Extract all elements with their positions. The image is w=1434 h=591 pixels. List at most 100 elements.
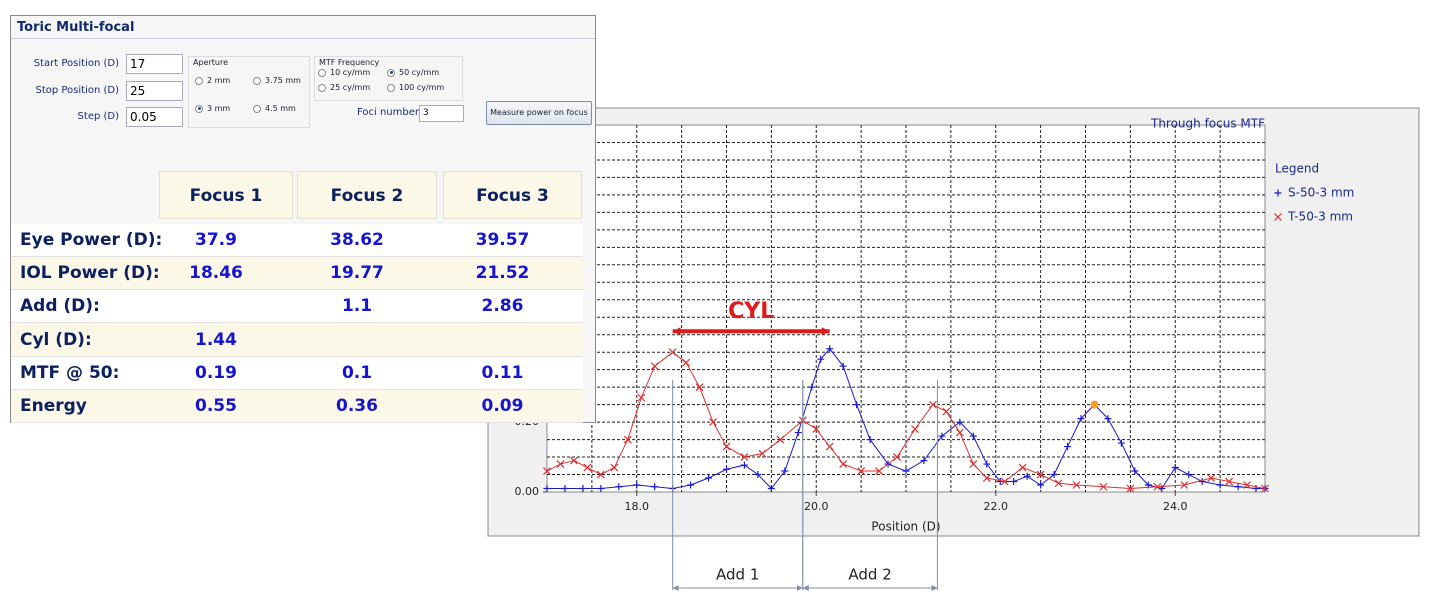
data-point	[543, 485, 551, 493]
radio-option[interactable]: 4.5 mm	[253, 104, 296, 113]
table-row: Cyl (D): 1.44	[11, 323, 583, 357]
data-point	[1054, 479, 1063, 488]
legend-title: Legend	[1275, 162, 1319, 176]
column-header: Focus 2	[297, 171, 437, 219]
table-row: Eye Power (D): 37.9 38.62 39.57	[11, 224, 583, 257]
radio[interactable]	[253, 104, 261, 113]
data-point	[942, 407, 951, 416]
data-point	[1018, 463, 1027, 472]
step-input[interactable]: 0.05	[126, 107, 183, 127]
data-point	[920, 457, 928, 465]
data-point	[705, 474, 713, 482]
cell-value: 1.44	[195, 329, 237, 350]
field-label: Start Position (D)	[33, 58, 119, 69]
data-point	[1050, 471, 1058, 479]
radio[interactable]	[318, 83, 326, 92]
data-point	[1000, 477, 1009, 486]
data-point	[955, 428, 964, 437]
legend-label: S-50-3 mm	[1288, 186, 1354, 200]
data-point	[853, 401, 861, 409]
data-point	[808, 383, 816, 391]
cell-value: 0.19	[195, 362, 237, 383]
data-point	[615, 483, 623, 491]
data-point	[812, 425, 821, 434]
radio[interactable]	[387, 68, 395, 77]
radio[interactable]	[253, 76, 261, 85]
data-point	[570, 456, 578, 465]
radio-option[interactable]: 10 cy/mm	[318, 68, 370, 77]
cell-value: 19.77	[330, 263, 384, 284]
foci-input[interactable]: 3	[419, 105, 464, 122]
add-label: Add 2	[848, 566, 891, 584]
radio-option[interactable]: 2 mm	[195, 76, 230, 85]
data-point	[1072, 481, 1081, 489]
data-point	[902, 467, 910, 475]
data-point	[1243, 481, 1251, 489]
data-point	[817, 355, 825, 363]
measure-button[interactable]: Measure power on focus	[486, 101, 592, 125]
data-point	[709, 418, 717, 427]
data-point	[866, 436, 874, 444]
cell-value: 38.62	[330, 230, 384, 250]
data-point	[938, 432, 946, 440]
data-point	[983, 460, 991, 468]
radio[interactable]	[195, 76, 203, 85]
cell-value: 37.9	[195, 230, 237, 250]
data-point	[1117, 439, 1125, 447]
group-title: Aperture	[193, 58, 229, 67]
data-point	[754, 471, 762, 479]
data-point	[1185, 471, 1193, 479]
cell-value: 0.09	[481, 396, 524, 416]
data-point	[1207, 474, 1216, 482]
data-point	[633, 481, 641, 489]
data-point	[723, 465, 730, 473]
radio[interactable]	[318, 68, 326, 77]
cyl-label: CYL	[728, 299, 774, 324]
radio[interactable]	[387, 83, 395, 92]
radio-option[interactable]: 3 mm	[195, 104, 230, 113]
stop-input[interactable]: 25	[126, 81, 183, 101]
cell-value: 21.52	[475, 263, 530, 284]
table-row: Energy 0.55 0.36 0.09	[11, 390, 583, 423]
data-point	[722, 442, 731, 451]
data-point	[583, 463, 592, 472]
table-row: MTF @ 50: 0.19 0.1 0.11	[11, 356, 583, 390]
cell-value: 1.1	[341, 296, 373, 317]
table-row: Add (D): 1.1 2.86	[11, 290, 583, 324]
radio-option[interactable]: 25 cy/mm	[318, 83, 370, 92]
data-point	[695, 383, 704, 392]
data-point	[911, 425, 919, 434]
row-label: IOL Power (D):	[20, 263, 160, 284]
data-point	[982, 474, 991, 482]
data-point	[556, 460, 565, 468]
radio-label: 25 cy/mm	[330, 83, 371, 92]
x-axis-label: Position (D)	[871, 520, 940, 534]
data-point	[839, 460, 848, 468]
field-label: Stop Position (D)	[35, 85, 119, 96]
legend-marker	[1274, 213, 1282, 221]
data-point	[597, 485, 605, 493]
radio-label: 4.5 mm	[265, 104, 296, 113]
radio-option[interactable]: 100 cy/mm	[387, 83, 444, 92]
radio[interactable]	[195, 104, 203, 113]
data-point	[875, 467, 883, 475]
data-point	[637, 393, 646, 402]
data-point	[1261, 484, 1269, 493]
foci-label: Foci number	[357, 107, 419, 118]
data-point	[956, 418, 964, 426]
column-header: Focus 3	[443, 171, 582, 219]
data-point	[650, 362, 659, 371]
add-label: Add 1	[716, 566, 759, 584]
table-row: IOL Power (D): 18.46 19.77 21.52	[11, 257, 583, 291]
radio-label: 2 mm	[207, 76, 231, 85]
start-input[interactable]: 17	[126, 54, 183, 74]
x-tick-label: 18.0	[625, 500, 650, 513]
x-tick-label: 22.0	[984, 500, 1009, 513]
data-point	[776, 435, 785, 444]
radio-option[interactable]: 50 cy/mm	[387, 68, 439, 77]
radio-option[interactable]: 3.75 mm	[253, 76, 301, 85]
x-tick-label: 20.0	[804, 500, 829, 513]
data-point	[687, 481, 695, 489]
